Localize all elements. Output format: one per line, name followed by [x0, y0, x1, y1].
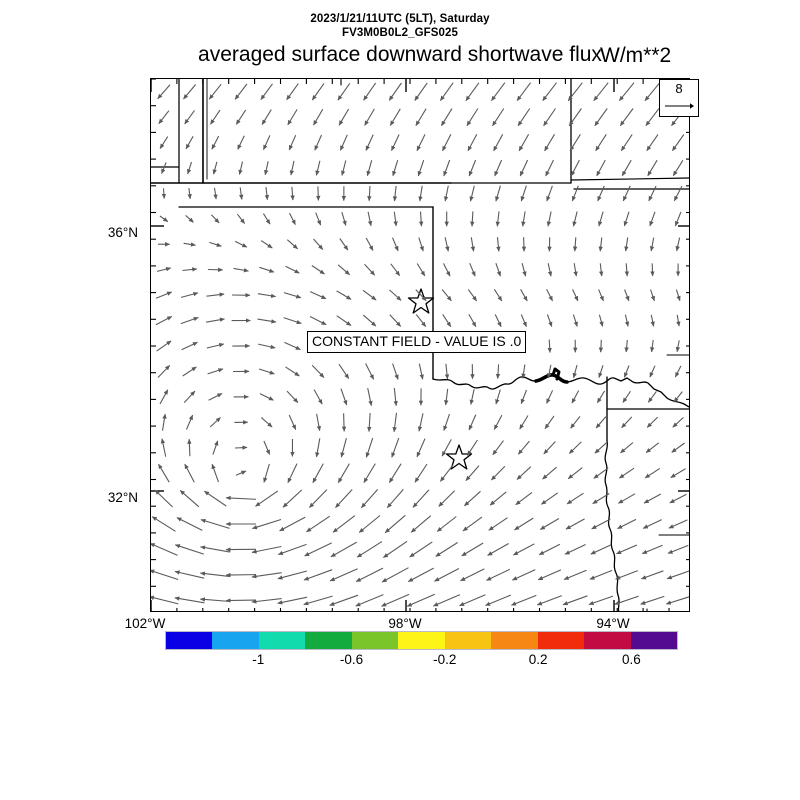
- x-tick-label-102w: 102°W: [124, 616, 166, 631]
- colorbar-swatch-1: [212, 632, 259, 649]
- constant-field-annotation: CONSTANT FIELD - VALUE IS .0: [307, 331, 527, 353]
- right-arrow-icon: [665, 103, 694, 109]
- colorbar-tick-2: -0.2: [433, 652, 457, 667]
- colorbar-tick-1: -0.6: [339, 652, 364, 667]
- vector-reference-value: 8: [675, 81, 683, 96]
- colorbar-tick-3: 0.2: [528, 652, 548, 667]
- colorbar: [165, 631, 678, 650]
- header-model-id: FV3M0B0L2_GFS025: [341, 27, 458, 39]
- colorbar-tick-0: -1: [252, 652, 265, 667]
- axis-ticks: [151, 79, 689, 611]
- colorbar-swatch-6: [444, 632, 492, 649]
- colorbar-swatch-3: [305, 632, 352, 649]
- page-title: averaged surface downward shortwave flux: [198, 43, 602, 66]
- colorbar-swatch-7: [491, 632, 538, 649]
- header-datetime: 2023/1/21/11UTC (5LT), Saturday: [310, 13, 490, 25]
- colorbar-swatch-5: [398, 632, 445, 649]
- colorbar-tick-4: 0.6: [621, 652, 641, 667]
- y-tick-label-32n: 32°N: [107, 490, 138, 505]
- colorbar-swatch-8: [537, 632, 585, 649]
- colorbar-swatch-4: [351, 632, 399, 649]
- station-star-north: [407, 288, 435, 314]
- x-tick-label-94w: 94°W: [596, 616, 630, 631]
- colorbar-swatch-9: [584, 632, 631, 649]
- colorbar-swatch-10: [630, 632, 677, 649]
- map-boundaries: [151, 79, 689, 611]
- vector-reference-key: 8: [659, 79, 699, 117]
- map-plot-area: CONSTANT FIELD - VALUE IS .0: [150, 78, 690, 612]
- y-tick-label-36n: 36°N: [107, 225, 138, 240]
- colorbar-swatch-2: [258, 632, 306, 649]
- x-tick-label-98w: 98°W: [388, 616, 422, 631]
- wind-vector-field: [151, 82, 689, 607]
- colorbar-swatch-0: [166, 632, 213, 649]
- units-label: W/m**2: [600, 44, 672, 67]
